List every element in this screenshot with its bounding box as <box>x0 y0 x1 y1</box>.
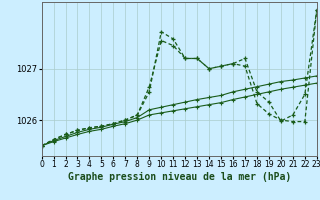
X-axis label: Graphe pression niveau de la mer (hPa): Graphe pression niveau de la mer (hPa) <box>68 172 291 182</box>
